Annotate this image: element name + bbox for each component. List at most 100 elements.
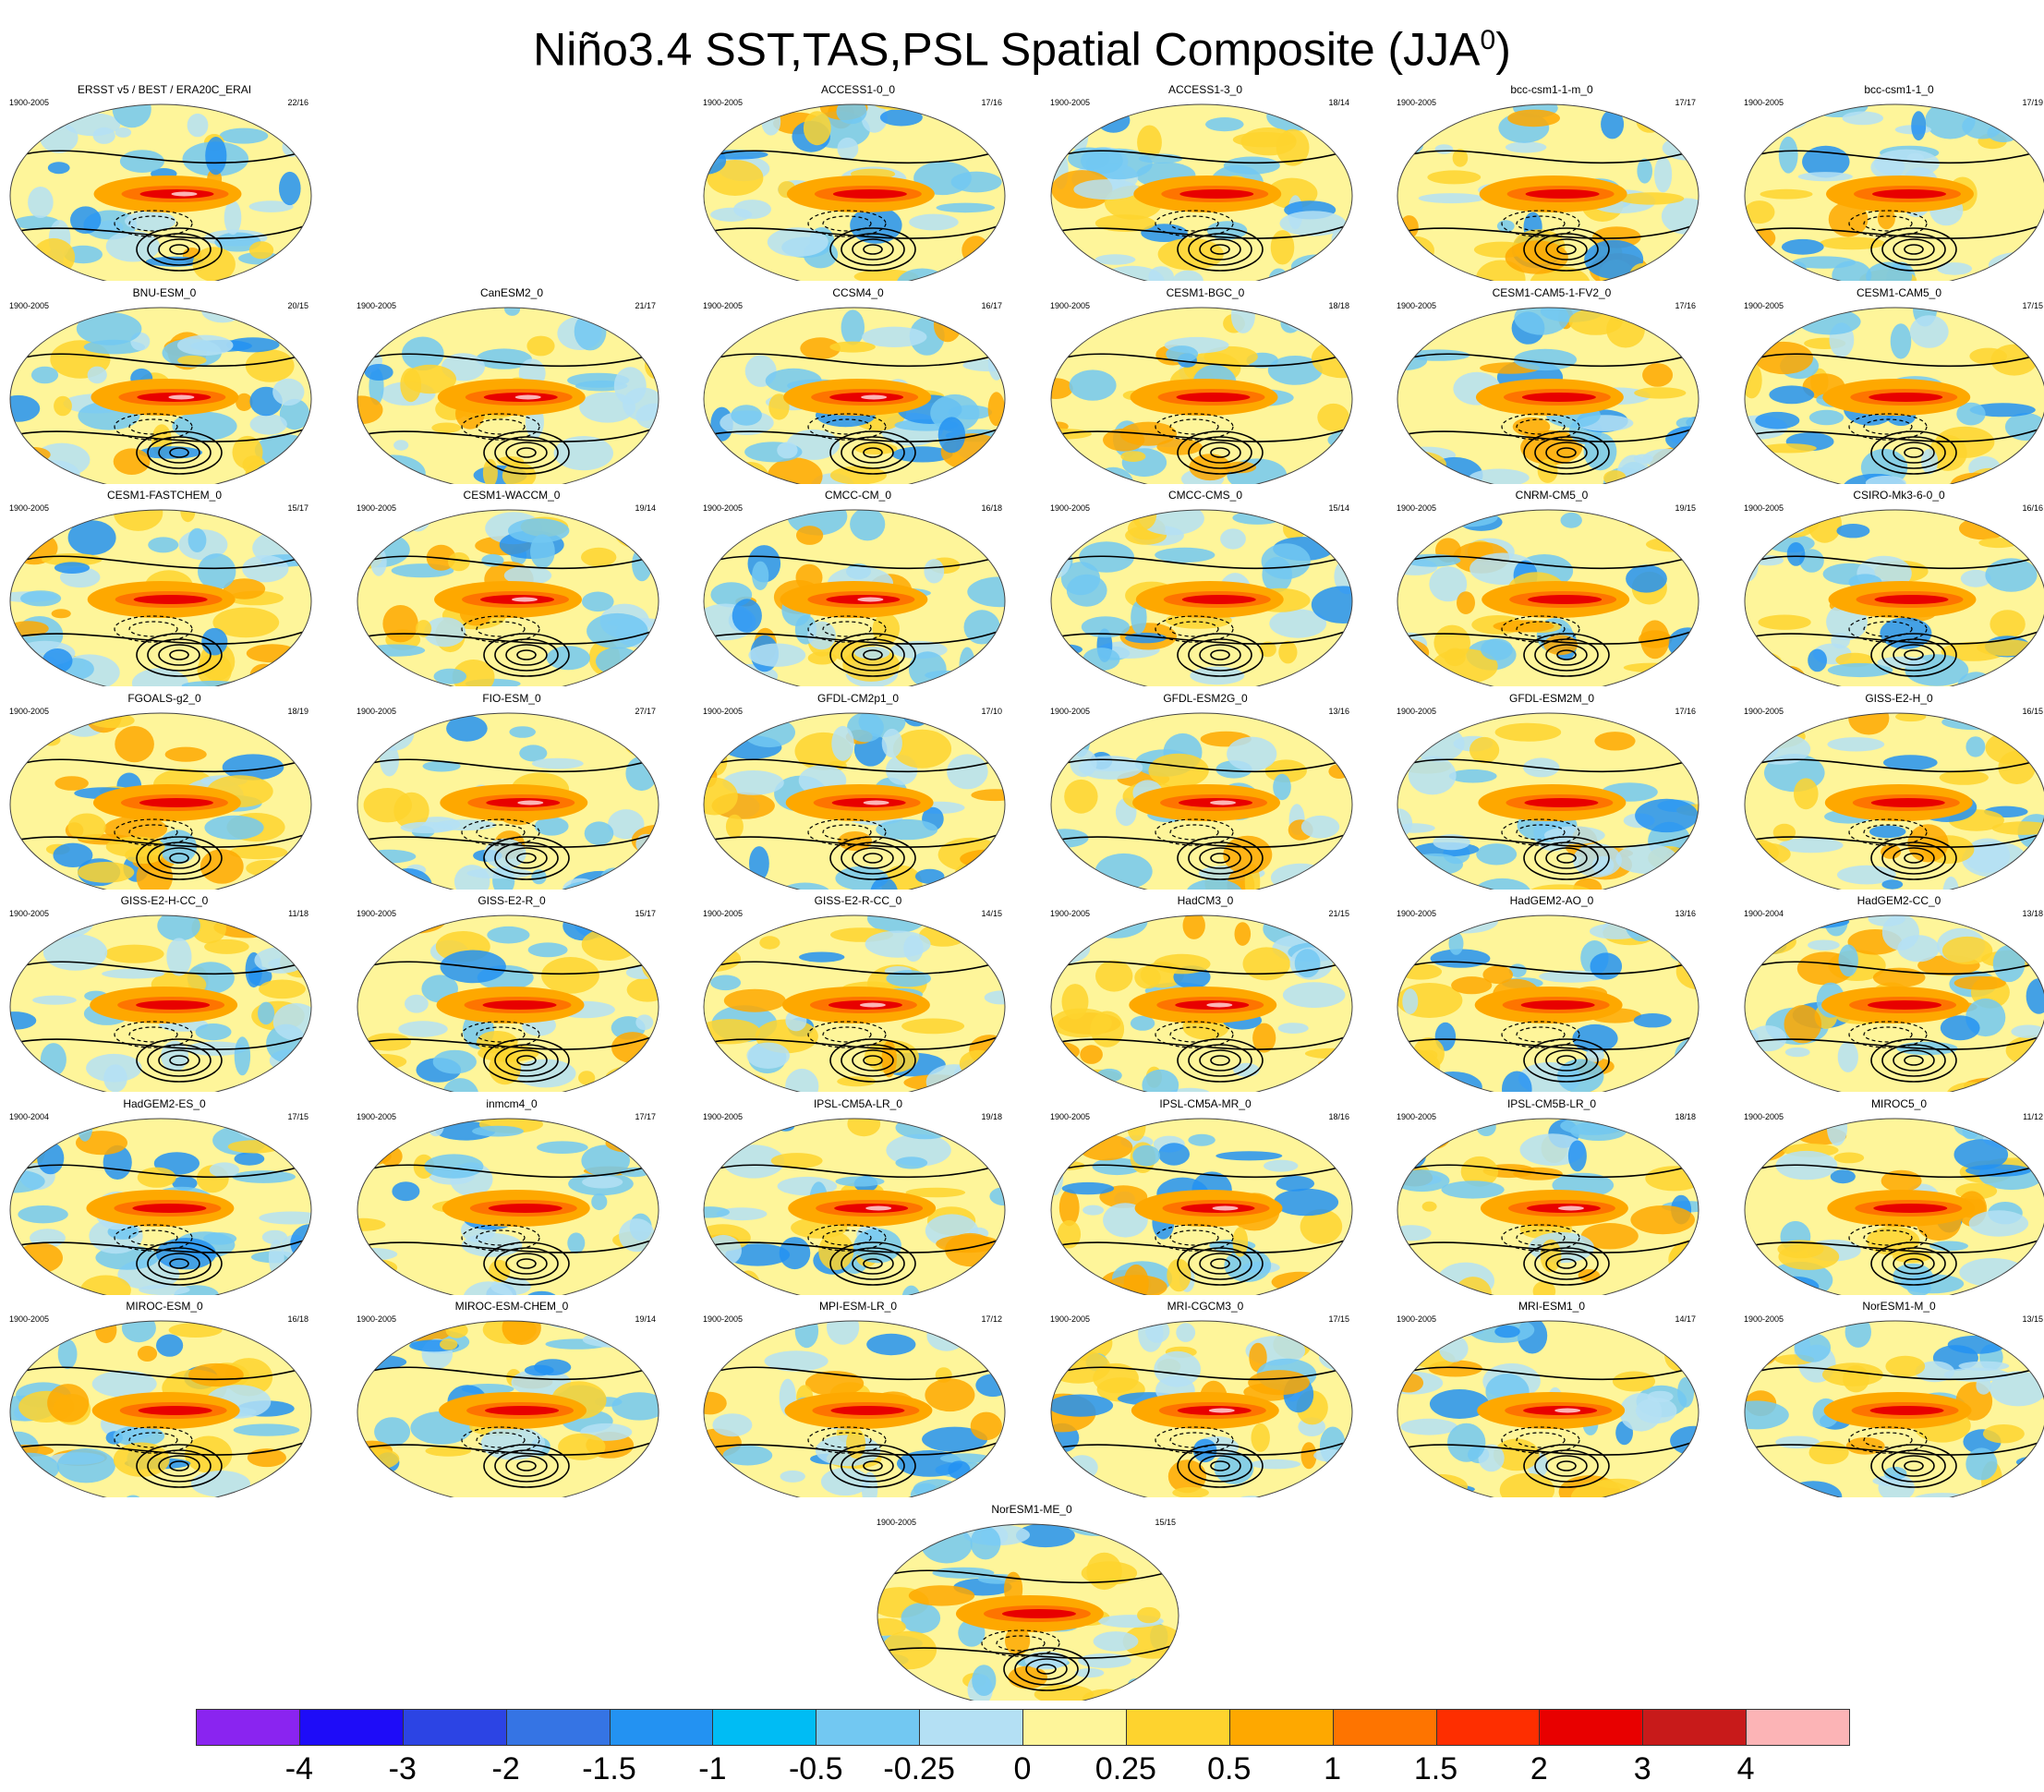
panel-event-count: 22/16	[287, 98, 308, 107]
robinson-map	[1050, 712, 1353, 890]
robinson-map	[1397, 1118, 1699, 1295]
map-panel: CSIRO-Mk3-6-0_0 1900-2005 16/16	[1742, 489, 2044, 686]
panel-years: 1900-2005	[9, 98, 50, 107]
panel-title: CESM1-FASTCHEM_0	[106, 489, 223, 502]
colorbar-label: 1.5	[1413, 1751, 1458, 1786]
panel-years: 1900-2005	[9, 707, 50, 716]
panel-years: 1900-2005	[703, 909, 744, 918]
panel-years: 1900-2005	[357, 301, 397, 310]
panel-title: MIROC-ESM-CHEM_0	[454, 1300, 569, 1313]
map-panel: ACCESS1-0_0 1900-2005 17/16	[701, 83, 1015, 281]
colorbar-labels: -4 -3 -2 -1.5 -1 -0.5 -0.25 0 0.25 0.5 1 1.5 2 3 4	[0, 1750, 2044, 1787]
robinson-map	[703, 103, 1006, 281]
panel-title: BNU-ESM_0	[132, 286, 197, 299]
colorbar-label: -0.25	[883, 1751, 955, 1786]
panel-title: HadGEM2-AO_0	[1509, 894, 1594, 907]
panel-event-count: 19/14	[635, 503, 656, 513]
panel-years: 1900-2005	[9, 503, 50, 513]
robinson-map	[357, 914, 659, 1092]
panel-years: 1900-2005	[703, 98, 744, 107]
colorbar-cell	[816, 1709, 921, 1746]
panel-event-count: 17/15	[1328, 1314, 1349, 1324]
panel-event-count: 17/15	[287, 1112, 308, 1121]
map-panel: CESM1-FASTCHEM_0 1900-2005 15/17	[7, 489, 321, 686]
map-panel: MIROC-ESM_0 1900-2005 16/18	[7, 1300, 321, 1497]
colorbar-cell	[402, 1709, 507, 1746]
panel-title: MIROC-ESM_0	[126, 1300, 203, 1313]
panel-event-count: 13/18	[2022, 909, 2043, 918]
robinson-map	[9, 509, 312, 686]
map-panel: CESM1-BGC_0 1900-2005 18/18	[1048, 286, 1362, 484]
panel-title: ACCESS1-3_0	[1167, 83, 1243, 96]
robinson-map	[703, 1118, 1006, 1295]
robinson-map	[1397, 307, 1699, 484]
panel-title: CESM1-CAM5-1-FV2_0	[1492, 286, 1612, 299]
colorbar-cell	[1746, 1709, 1850, 1746]
map-panel: IPSL-CM5A-LR_0 1900-2005 19/18	[701, 1097, 1015, 1295]
robinson-map	[357, 1118, 659, 1295]
map-panel: CNRM-CM5_0 1900-2005 19/15	[1395, 489, 1709, 686]
panel-event-count: 15/15	[1155, 1518, 1176, 1527]
panel-title: CNRM-CM5_0	[1515, 489, 1589, 502]
colorbar-cell	[505, 1709, 611, 1746]
panel-years: 1900-2005	[1397, 301, 1437, 310]
robinson-map	[703, 509, 1006, 686]
panel-event-count: 19/14	[635, 1314, 656, 1324]
colorbar-cell	[196, 1709, 300, 1746]
robinson-map	[1050, 1118, 1353, 1295]
map-panel: MRI-CGCM3_0 1900-2005 17/15	[1048, 1300, 1362, 1497]
robinson-map	[357, 509, 659, 686]
panel-event-count: 17/17	[635, 1112, 656, 1121]
panel-event-count: 15/14	[1328, 503, 1349, 513]
colorbar-label: 4	[1736, 1751, 1755, 1786]
panel-event-count: 11/18	[288, 909, 308, 918]
panel-title: CMCC-CM_0	[825, 489, 891, 502]
map-panel: CMCC-CMS_0 1900-2005 15/14	[1048, 489, 1362, 686]
map-panel: GISS-E2-R_0 1900-2005 15/17	[355, 894, 669, 1092]
colorbar-label: -1	[698, 1751, 727, 1786]
colorbar-label: 0.5	[1207, 1751, 1252, 1786]
panel-title: MPI-ESM-LR_0	[818, 1300, 898, 1313]
map-panel: HadGEM2-CC_0 1900-2004 13/18	[1742, 894, 2044, 1092]
map-panel: ERSST v5 / BEST / ERA20C_ERAI 1900-2005 22…	[7, 83, 321, 281]
panel-event-count: 18/16	[1328, 1112, 1349, 1121]
panel-years: 1900-2005	[1050, 503, 1091, 513]
map-panel: bcc-csm1-1-m_0 1900-2005 17/17	[1395, 83, 1709, 281]
robinson-map	[1050, 914, 1353, 1092]
robinson-map	[1397, 914, 1699, 1092]
panel-title: GISS-E2-H_0	[1865, 692, 1933, 705]
panel-title: NorESM1-M_0	[1862, 1300, 1936, 1313]
panel-event-count: 16/18	[981, 503, 1002, 513]
panel-years: 1900-2005	[9, 301, 50, 310]
panel-years: 1900-2005	[1397, 1112, 1437, 1121]
map-panel: MIROC-ESM-CHEM_0 1900-2005 19/14	[355, 1300, 669, 1497]
panel-event-count: 21/17	[635, 301, 656, 310]
panel-event-count: 14/15	[981, 909, 1002, 918]
panel-event-count: 18/19	[287, 707, 308, 716]
panel-title: CanESM2_0	[479, 286, 544, 299]
panel-event-count: 15/17	[635, 909, 656, 918]
robinson-map	[1050, 307, 1353, 484]
robinson-map	[1744, 307, 2044, 484]
panel-title: NorESM1-ME_0	[991, 1503, 1072, 1516]
panel-years: 1900-2005	[9, 1314, 50, 1324]
panel-event-count: 17/12	[981, 1314, 1002, 1324]
colorbar-cell	[1022, 1709, 1127, 1746]
panel-title: ACCESS1-0_0	[820, 83, 896, 96]
colorbar-label: -4	[284, 1751, 313, 1786]
map-panel: CESM1-CAM5_0 1900-2005 17/15	[1742, 286, 2044, 484]
robinson-map	[357, 1320, 659, 1497]
panel-years: 1900-2005	[703, 503, 744, 513]
panel-title: GFDL-ESM2M_0	[1508, 692, 1595, 705]
robinson-map	[1397, 1320, 1699, 1497]
robinson-map	[1397, 509, 1699, 686]
map-panel: IPSL-CM5B-LR_0 1900-2005 18/18	[1395, 1097, 1709, 1295]
panel-event-count: 16/17	[981, 301, 1002, 310]
colorbar	[196, 1709, 1850, 1748]
robinson-map	[9, 1118, 312, 1295]
robinson-map	[1050, 509, 1353, 686]
panel-event-count: 13/16	[1328, 707, 1349, 716]
panel-years: 1900-2005	[877, 1518, 917, 1527]
panel-years: 1900-2005	[1050, 909, 1091, 918]
panel-title: CMCC-CMS_0	[1167, 489, 1242, 502]
